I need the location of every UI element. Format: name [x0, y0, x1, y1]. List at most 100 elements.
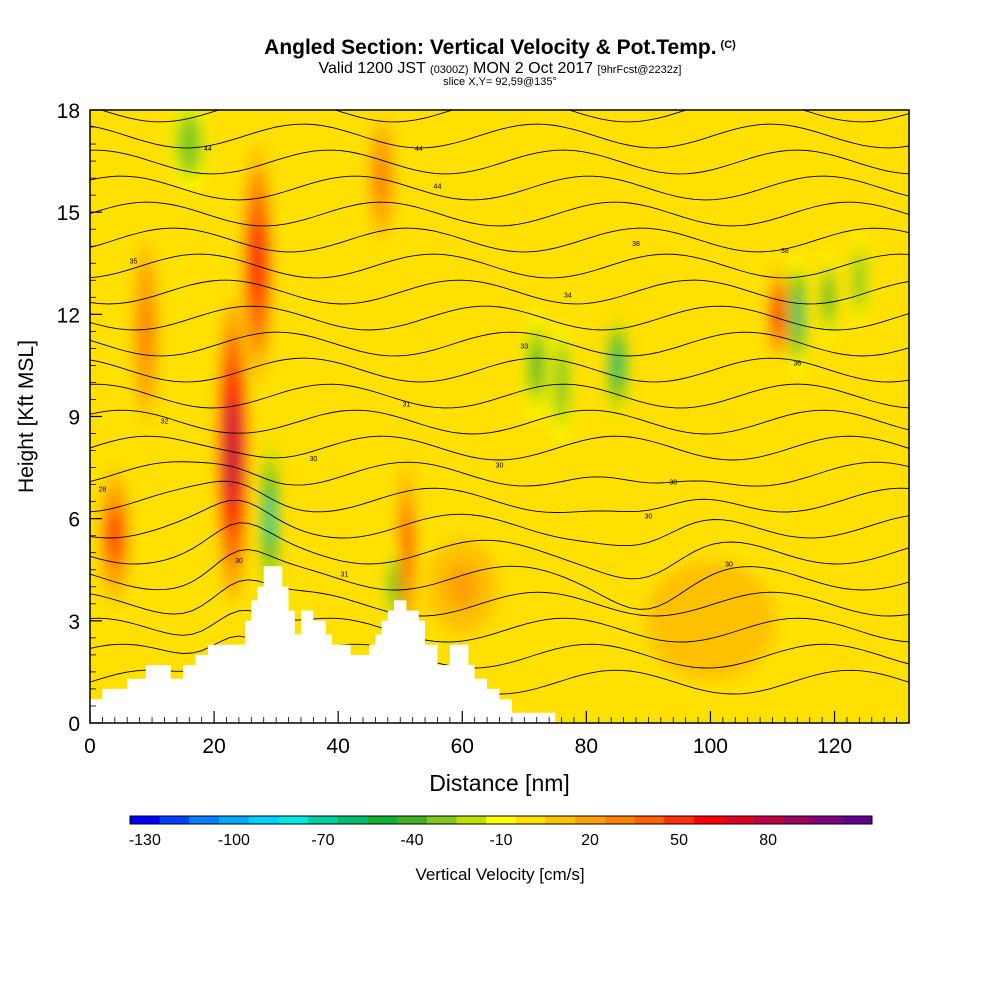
theta-contour	[90, 499, 909, 547]
theta-contour	[90, 305, 909, 331]
contour-label: 44	[204, 146, 212, 153]
theta-contour	[90, 549, 909, 610]
downdraft-cell	[823, 279, 833, 315]
chart-subtitle: Valid 1200 JST (0300Z) MON 2 Oct 2017 [9…	[0, 60, 1000, 78]
updraft-cell	[250, 220, 265, 307]
theta-contour	[90, 409, 909, 435]
colorbar-tick-label: -130	[129, 832, 161, 849]
theta-contour	[90, 435, 909, 461]
valid-time-utc: (0300Z)	[430, 64, 469, 76]
colorbar-swatch	[189, 816, 220, 824]
colorbar-swatch	[278, 816, 309, 824]
downdraft-cell	[390, 569, 398, 605]
theta-contour	[90, 480, 909, 513]
x-tick-label: 40	[327, 735, 350, 758]
colorbar-tick-label: -10	[489, 832, 512, 849]
colorbar-swatch	[397, 816, 428, 824]
downdraft-cell	[792, 291, 803, 337]
contour-label: 30	[645, 514, 653, 521]
downdraft-cell	[855, 262, 864, 298]
colorbar-swatch	[693, 816, 725, 824]
updraft-cell	[445, 564, 480, 610]
colorbar-swatch	[634, 816, 665, 824]
contour-label: 44	[415, 146, 423, 153]
theta-contour	[90, 579, 909, 617]
contour-label: 30	[309, 456, 317, 463]
contour-label: 36	[793, 360, 801, 367]
y-tick-label: 3	[68, 611, 80, 634]
colorbar-tick-label: 20	[581, 832, 599, 849]
downdraft-cell	[612, 348, 623, 383]
contour-label: 32	[161, 418, 169, 425]
colorbar-swatch	[575, 816, 606, 824]
colorbar-frame	[129, 815, 873, 825]
downdraft-cell	[181, 126, 197, 162]
colorbar-swatch	[367, 816, 398, 824]
theta-contour	[90, 357, 909, 383]
colorbar-tick-label: -40	[400, 832, 423, 849]
x-tick-label: 20	[202, 735, 225, 758]
colorbar-tick-label: 50	[670, 832, 688, 849]
y-tick-label: 6	[68, 509, 80, 532]
theta-contour	[90, 253, 909, 279]
valid-date: MON 2 Oct 2017	[473, 60, 594, 77]
colorbar-swatch	[337, 816, 368, 824]
chart-title: Angled Section: Vertical Velocity & Pot.…	[264, 36, 736, 59]
theta-contour	[90, 149, 909, 175]
theta-contour	[90, 331, 909, 357]
contour-label: 34	[564, 292, 572, 299]
y-axis-label: Height [Kft MSL]	[15, 340, 38, 493]
theta-contour	[90, 227, 909, 253]
x-tick-label: 0	[84, 735, 96, 758]
contour-label: 30	[235, 558, 243, 565]
colorbar-swatch	[456, 816, 487, 824]
y-tick-label: 9	[68, 407, 80, 430]
contour-label: 31	[340, 572, 348, 579]
colorbar-swatch	[604, 816, 636, 824]
forecast-info: [9hrFcst@2232z]	[597, 64, 682, 76]
downdraft-cell	[265, 491, 275, 547]
terrain	[90, 566, 556, 723]
x-tick-label: 100	[693, 735, 728, 758]
y-tick-label: 18	[57, 100, 80, 123]
downdraft-cell	[531, 345, 543, 386]
theta-contour	[90, 461, 909, 487]
updraft-cell	[108, 511, 122, 561]
contour-label: 30	[669, 480, 677, 487]
updraft-cell	[680, 593, 741, 649]
contour-label: 30	[725, 561, 733, 568]
colorbar-swatch	[248, 816, 279, 824]
colorbar-swatch	[842, 816, 873, 824]
colorbar-label: Vertical Velocity [cm/s]	[415, 865, 584, 884]
colorbar-swatch	[426, 816, 457, 824]
colorbar-swatch	[159, 816, 190, 824]
contour-label: 44	[434, 183, 442, 190]
contour-label: 35	[130, 258, 138, 265]
title-unit: (C)	[720, 39, 736, 51]
x-tick-label: 60	[451, 735, 474, 758]
x-tick-label: 120	[817, 735, 852, 758]
downdraft-cell	[556, 360, 567, 405]
colorbar-tick-label: -100	[218, 832, 250, 849]
valid-time: Valid 1200 JST	[318, 60, 426, 77]
colorbar-swatch	[219, 816, 250, 824]
colorbar-swatch	[664, 816, 695, 824]
theta-contour	[90, 522, 909, 580]
contour-label: 31	[403, 401, 411, 408]
slice-info: slice X,Y= 92,59@135°	[443, 76, 557, 88]
colorbar-tick-label: -70	[311, 832, 334, 849]
colorbar-swatch	[515, 816, 547, 824]
contour-label: 38	[781, 248, 789, 255]
colorbar: -130 -100 -70 -40 -10 20 50 80 Vertical Velocity…	[129, 815, 873, 884]
colorbar-swatch	[130, 816, 161, 824]
colorbar-swatch	[308, 816, 339, 824]
theta-contour	[90, 201, 909, 227]
theta-contour	[90, 609, 909, 643]
updraft-cell	[375, 155, 388, 201]
y-tick-label: 0	[68, 713, 80, 736]
contour-label: 38	[632, 241, 640, 248]
theta-contour	[90, 123, 909, 149]
colorbar-swatch	[753, 816, 784, 824]
theta-contour	[90, 279, 909, 305]
